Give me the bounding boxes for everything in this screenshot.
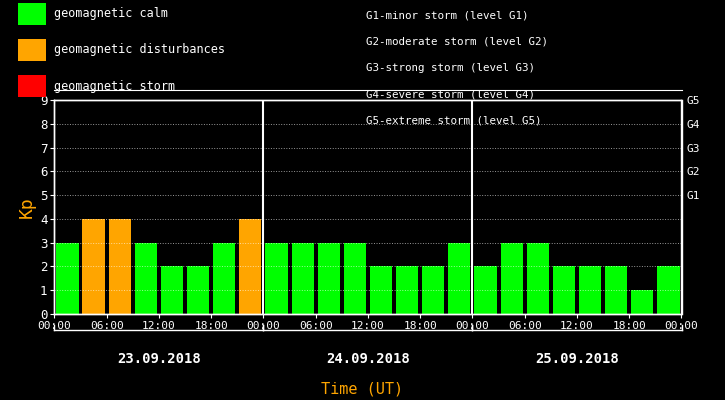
Bar [213,243,236,314]
Text: G2-moderate storm (level G2): G2-moderate storm (level G2) [366,36,548,46]
Text: G3-strong storm (level G3): G3-strong storm (level G3) [366,63,535,73]
Bar [631,290,653,314]
Bar [500,243,523,314]
Bar [318,243,340,314]
Text: geomagnetic calm: geomagnetic calm [54,8,168,20]
Text: geomagnetic disturbances: geomagnetic disturbances [54,44,225,56]
Text: 23.09.2018: 23.09.2018 [117,352,201,366]
Bar [109,219,130,314]
Bar [83,219,104,314]
Bar [448,243,471,314]
Text: 25.09.2018: 25.09.2018 [535,352,619,366]
Y-axis label: Kp: Kp [18,196,36,218]
Bar [344,243,366,314]
Text: 24.09.2018: 24.09.2018 [326,352,410,366]
Bar [187,266,210,314]
Bar [265,243,288,314]
Bar [239,219,262,314]
Bar [552,266,575,314]
Bar [396,266,418,314]
Bar [291,243,314,314]
Text: G5-extreme storm (level G5): G5-extreme storm (level G5) [366,116,542,126]
Text: Time (UT): Time (UT) [321,381,404,396]
Bar [370,266,392,314]
Text: G1-minor storm (level G1): G1-minor storm (level G1) [366,10,529,20]
Bar [579,266,601,314]
Bar [422,266,444,314]
Bar [135,243,157,314]
Bar [658,266,679,314]
Text: G4-severe storm (level G4): G4-severe storm (level G4) [366,89,535,99]
Bar [161,266,183,314]
Bar [526,243,549,314]
Text: geomagnetic storm: geomagnetic storm [54,80,175,92]
Bar [605,266,627,314]
Bar [474,266,497,314]
Bar [57,243,78,314]
